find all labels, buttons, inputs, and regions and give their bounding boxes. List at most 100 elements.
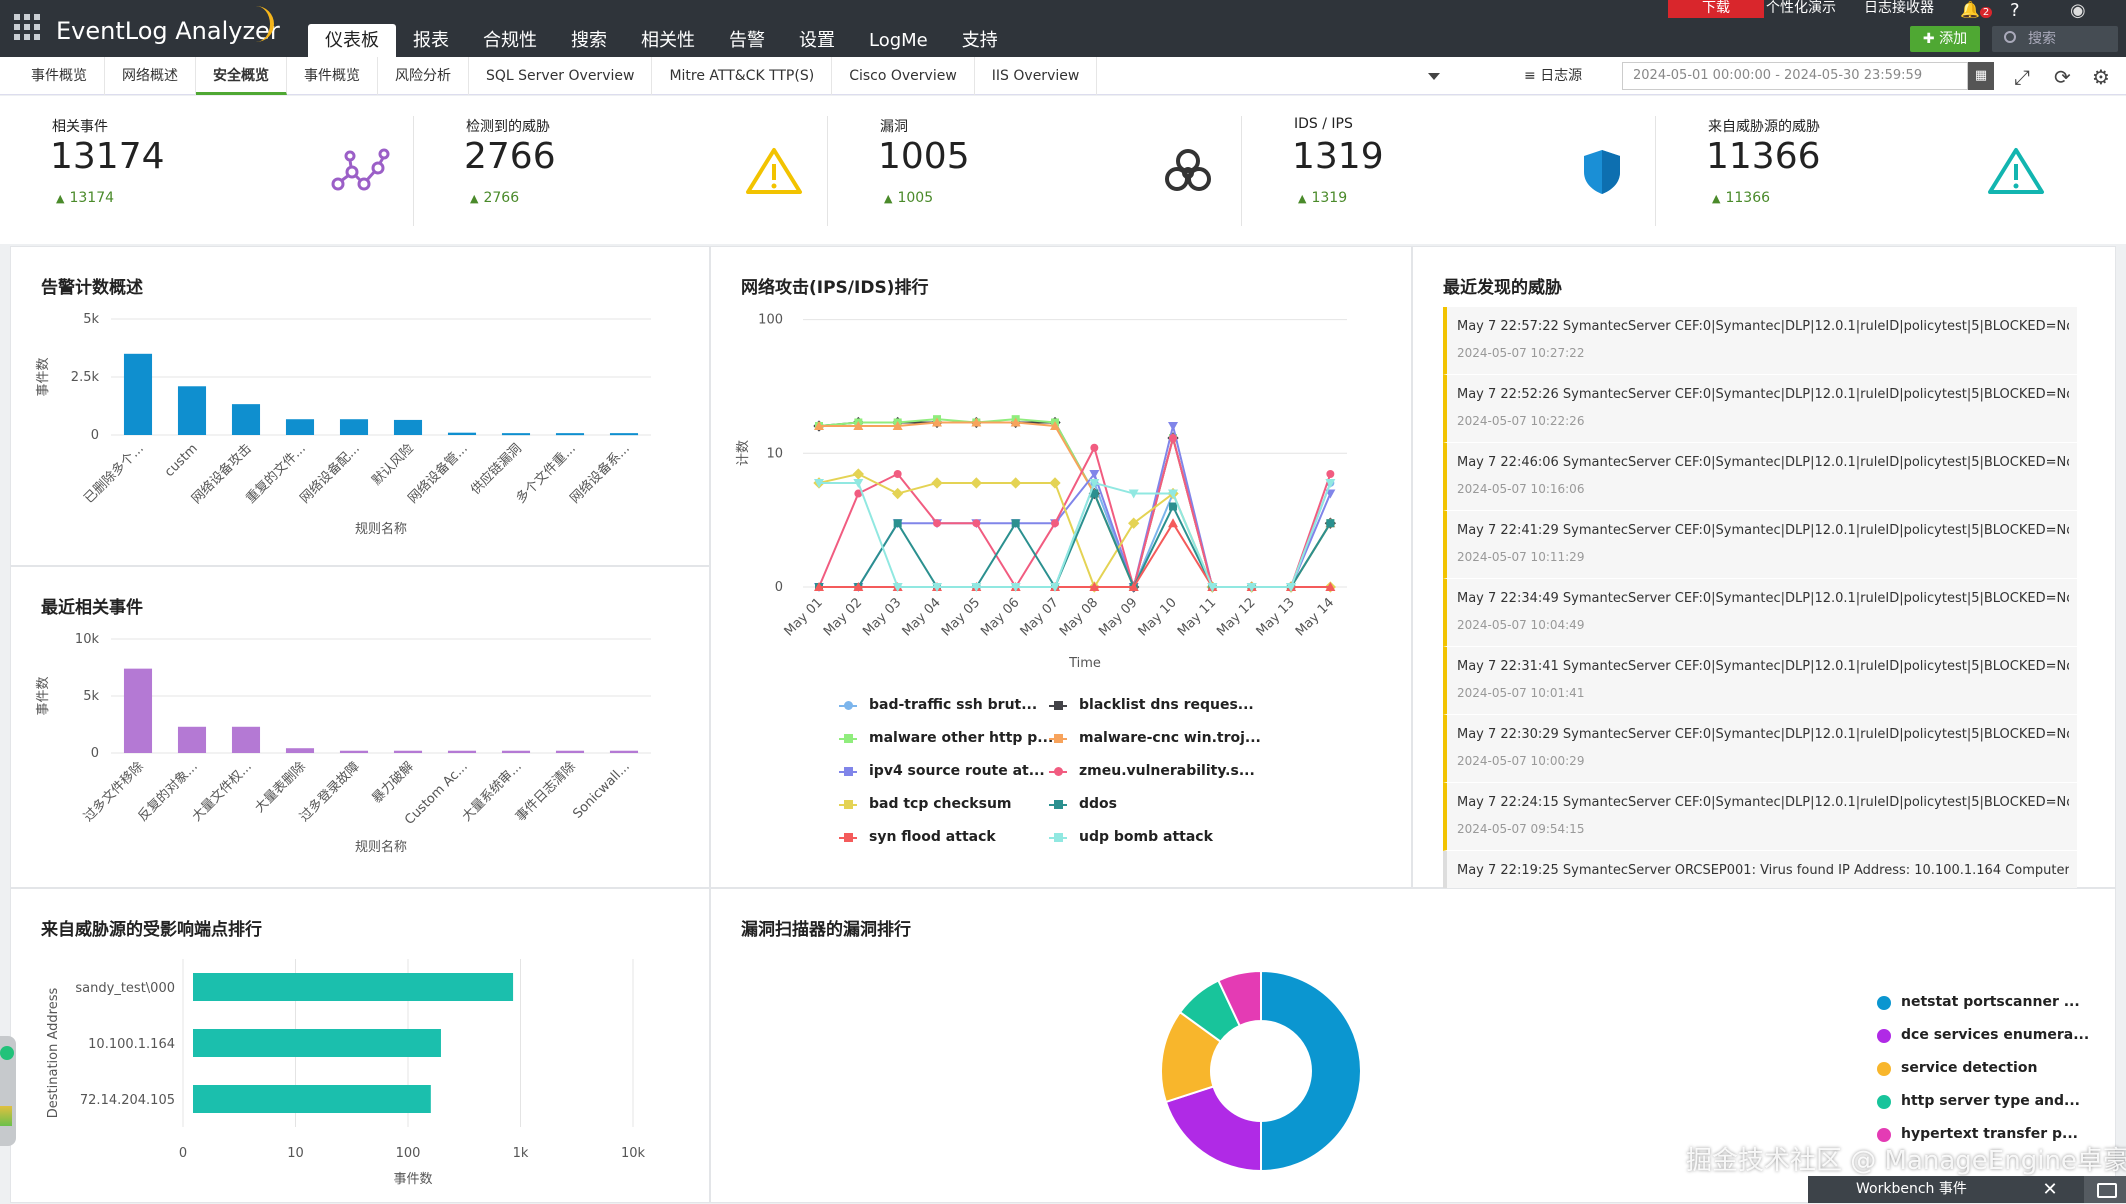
close-icon[interactable]: ✕	[2042, 1179, 2058, 1200]
series-line	[819, 425, 1332, 591]
kpi-divider	[1655, 116, 1656, 226]
legend-item[interactable]: netstat portscanner ...	[1877, 994, 2080, 1010]
legend-item[interactable]: malware-cnc win.troj...	[1049, 730, 1261, 746]
tab-cisco[interactable]: Cisco Overview	[832, 57, 975, 95]
legend-item[interactable]: hypertext transfer p...	[1877, 1126, 2078, 1142]
legend-item[interactable]: blacklist dns reques...	[1049, 697, 1254, 713]
tab-iis[interactable]: IIS Overview	[975, 57, 1098, 95]
calendar-icon[interactable]: ▦	[1968, 62, 1994, 90]
nav-search[interactable]: 搜索	[571, 30, 607, 51]
legend-item[interactable]: service detection	[1876, 1060, 2038, 1076]
legend-item[interactable]: malware other http p...	[839, 730, 1053, 746]
nav-alerts[interactable]: 告警	[729, 30, 765, 51]
more-tabs-dropdown-icon[interactable]	[1425, 67, 1443, 85]
workbench-bar[interactable]: Workbench 事件	[1808, 1176, 2084, 1203]
threat-message: May 7 22:46:06 SymantecServer CEF:0|Syma…	[1457, 455, 2069, 470]
nav-dashboard[interactable]: 仪表板	[308, 24, 396, 57]
legend-item[interactable]: zmeu.vulnerability.s...	[1049, 763, 1255, 779]
kpi-divider	[413, 116, 414, 226]
list-item[interactable]: May 7 22:19:25 SymantecServer ORCSEP001:…	[1443, 851, 2077, 891]
legend-item[interactable]: dce services enumera...	[1876, 1027, 2090, 1043]
kpi-card[interactable]: 漏洞 1005 1005	[828, 96, 1242, 244]
legend-item[interactable]: udp bomb attack	[1049, 829, 1213, 845]
plus-icon: ✚	[1922, 31, 1940, 47]
tab-security-overview[interactable]: 安全概览	[196, 57, 287, 95]
tab-event-overview-2[interactable]: 事件概览	[287, 57, 378, 95]
fullscreen-icon[interactable]: ⤢	[2014, 65, 2030, 89]
legend-item[interactable]: ipv4 source route at...	[839, 763, 1045, 779]
list-item[interactable]: May 7 22:30:29 SymantecServer CEF:0|Syma…	[1443, 715, 2077, 783]
add-button[interactable]: ✚ 添加	[1910, 26, 1980, 52]
panel-title: 网络攻击(IPS/IDS)排行	[741, 278, 929, 298]
warning-icon	[746, 148, 802, 194]
data-point	[1089, 478, 1100, 488]
nav-correlation[interactable]: 相关性	[641, 30, 695, 51]
threat-message: May 7 22:19:25 SymantecServer ORCSEP001:…	[1457, 863, 2069, 878]
apps-grid-icon[interactable]	[14, 14, 40, 40]
personalize-demo-link[interactable]: 个性化演示	[1766, 0, 1836, 16]
refresh-icon[interactable]: ⟳	[2054, 65, 2071, 89]
search-input[interactable]: 搜索	[1992, 26, 2118, 52]
data-point	[892, 583, 903, 592]
data-point	[814, 582, 824, 591]
bar	[447, 750, 477, 753]
log-source-selector[interactable]: ≡ 日志源	[1524, 65, 1582, 85]
kpi-card[interactable]: 检测到的威胁 2766 2766	[414, 96, 828, 244]
data-point	[1325, 582, 1336, 591]
nav-reports[interactable]: 报表	[413, 30, 449, 51]
chat-icon[interactable]	[2084, 1176, 2126, 1203]
legend-item[interactable]: bad tcp checksum	[839, 796, 1012, 812]
legend-item[interactable]: ddos	[1049, 796, 1117, 812]
tab-event-overview[interactable]: 事件概览	[14, 57, 105, 95]
nav-settings[interactable]: 设置	[799, 30, 835, 51]
kpi-label: 漏洞	[880, 119, 908, 135]
x-tick-label: May 09	[1096, 595, 1140, 639]
bar	[123, 668, 153, 753]
gear-icon[interactable]: ⚙	[2092, 65, 2110, 89]
kpi-card[interactable]: IDS / IPS 1319 1319	[1242, 96, 1656, 244]
kpi-card[interactable]: 来自威胁源的威胁 11366 11366	[1656, 96, 2070, 244]
legend-item[interactable]: syn flood attack	[839, 829, 996, 845]
app-logo: EventLog Analyzer	[56, 17, 280, 45]
list-item[interactable]: May 7 22:52:26 SymantecServer CEF:0|Syma…	[1443, 375, 2077, 443]
tab-sql-server[interactable]: SQL Server Overview	[469, 57, 653, 95]
tab-risk-analysis[interactable]: 风险分析	[378, 57, 469, 95]
kpi-card[interactable]: 相关事件 13174 13174	[0, 96, 414, 244]
nav-compliance[interactable]: 合规性	[483, 30, 537, 51]
x-tick-label: 10k	[621, 1146, 646, 1161]
legend-label: blacklist dns reques...	[1079, 697, 1254, 713]
legend-item[interactable]: http server type and...	[1877, 1093, 2080, 1109]
log-receiver-link[interactable]: 日志接收器	[1864, 0, 1934, 16]
tab-network-overview[interactable]: 网络概述	[105, 57, 196, 95]
kpi-label: 检测到的威胁	[466, 119, 550, 135]
help-icon[interactable]: ?	[2010, 0, 2020, 21]
list-item[interactable]: May 7 22:34:49 SymantecServer CEF:0|Syma…	[1443, 579, 2077, 647]
legend-item[interactable]: bad-traffic ssh brut...	[839, 697, 1037, 713]
bar	[555, 750, 585, 753]
x-tick-label: custm	[162, 441, 201, 480]
list-item[interactable]: May 7 22:57:22 SymantecServer CEF:0|Syma…	[1443, 307, 2077, 375]
user-avatar-icon[interactable]: ◉	[2070, 0, 2086, 21]
list-item[interactable]: May 7 22:46:06 SymantecServer CEF:0|Syma…	[1443, 443, 2077, 511]
kpi-delta: 2766	[470, 190, 519, 206]
data-point	[932, 583, 943, 592]
nav-logme[interactable]: LogMe	[869, 30, 928, 51]
bell-icon[interactable]: 🔔 2	[1960, 0, 1993, 19]
vuln-donut-chart	[1160, 969, 1362, 1173]
tab-mitre[interactable]: Mitre ATT&CK TTP(S)	[652, 57, 833, 95]
nav-support[interactable]: 支持	[961, 30, 998, 51]
list-item[interactable]: May 7 22:41:29 SymantecServer CEF:0|Syma…	[1443, 511, 2077, 579]
side-panel-handle[interactable]	[0, 1036, 16, 1146]
list-item[interactable]: May 7 22:24:15 SymantecServer CEF:0|Syma…	[1443, 783, 2077, 851]
kpi-divider	[1241, 116, 1242, 226]
threat-time: 2024-05-07 10:11:29	[1457, 550, 1585, 564]
download-button[interactable]: 下载	[1668, 0, 1764, 18]
series-line	[819, 421, 1332, 591]
data-point	[1169, 434, 1178, 443]
bar	[609, 750, 639, 753]
kpi-delta: 11366	[1712, 190, 1770, 206]
list-item[interactable]: May 7 22:31:41 SymantecServer CEF:0|Syma…	[1443, 647, 2077, 715]
date-range-input[interactable]: 2024-05-01 00:00:00 - 2024-05-30 23:59:5…	[1622, 62, 1968, 90]
data-point	[1051, 519, 1060, 528]
